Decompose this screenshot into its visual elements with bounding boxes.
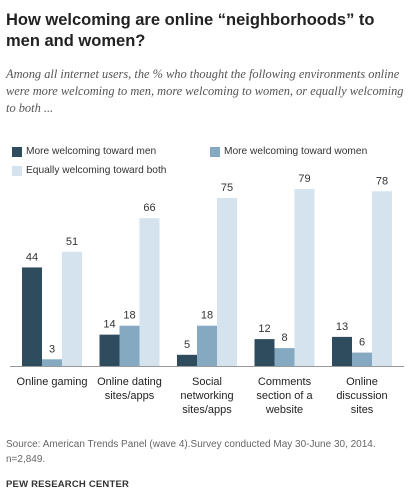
category-label-3-line-1: Social — [192, 376, 222, 388]
bar-both-4 — [295, 189, 315, 366]
data-label-women-2: 18 — [123, 310, 135, 322]
category-label-4-line-3: website — [265, 404, 303, 416]
data-label-both-2: 66 — [143, 202, 155, 214]
bar-women-2 — [120, 326, 140, 366]
bar-men-5 — [332, 337, 352, 366]
bar-both-3 — [217, 198, 237, 366]
category-label-4-line-1: Comments — [258, 376, 312, 388]
data-label-men-5: 13 — [336, 321, 348, 333]
category-label-3-line-2: networking — [180, 390, 233, 402]
category-label-3-line-3: sites/apps — [182, 404, 232, 416]
brand-label: PEW RESEARCH CENTER — [6, 479, 129, 490]
category-label-2-line-1: Online dating — [97, 376, 162, 388]
bar-men-3 — [177, 355, 197, 366]
data-label-men-3: 5 — [184, 339, 190, 351]
data-label-both-5: 78 — [376, 175, 388, 187]
data-label-women-4: 8 — [281, 332, 287, 344]
category-label-2-line-2: sites/apps — [105, 390, 155, 402]
bar-both-5 — [372, 191, 392, 366]
category-label-5-line-1: Online — [346, 376, 378, 388]
source-note: Source: American Trends Panel (wave 4).S… — [6, 437, 410, 467]
data-label-both-3: 75 — [221, 182, 233, 194]
data-label-men-2: 14 — [103, 319, 115, 331]
bar-men-1 — [22, 267, 42, 366]
bar-men-4 — [255, 339, 275, 366]
bar-men-2 — [100, 335, 120, 366]
bar-both-2 — [140, 218, 160, 366]
category-label-4-line-2: section of a — [256, 390, 313, 402]
data-label-women-3: 18 — [201, 310, 213, 322]
data-label-both-1: 51 — [66, 236, 78, 248]
bar-women-5 — [352, 353, 372, 366]
category-label-5-line-2: discussion — [336, 390, 387, 402]
data-label-men-4: 12 — [258, 323, 270, 335]
category-label-5-line-3: sites — [351, 404, 374, 416]
category-label-1-line-1: Online gaming — [17, 376, 88, 388]
bar-women-4 — [275, 348, 295, 366]
data-label-both-4: 79 — [298, 173, 310, 185]
data-label-men-1: 44 — [26, 251, 38, 263]
data-label-women-1: 3 — [49, 343, 55, 355]
data-label-women-5: 6 — [359, 337, 365, 349]
bar-women-3 — [197, 326, 217, 366]
bar-both-1 — [62, 252, 82, 366]
bar-women-1 — [42, 359, 62, 366]
